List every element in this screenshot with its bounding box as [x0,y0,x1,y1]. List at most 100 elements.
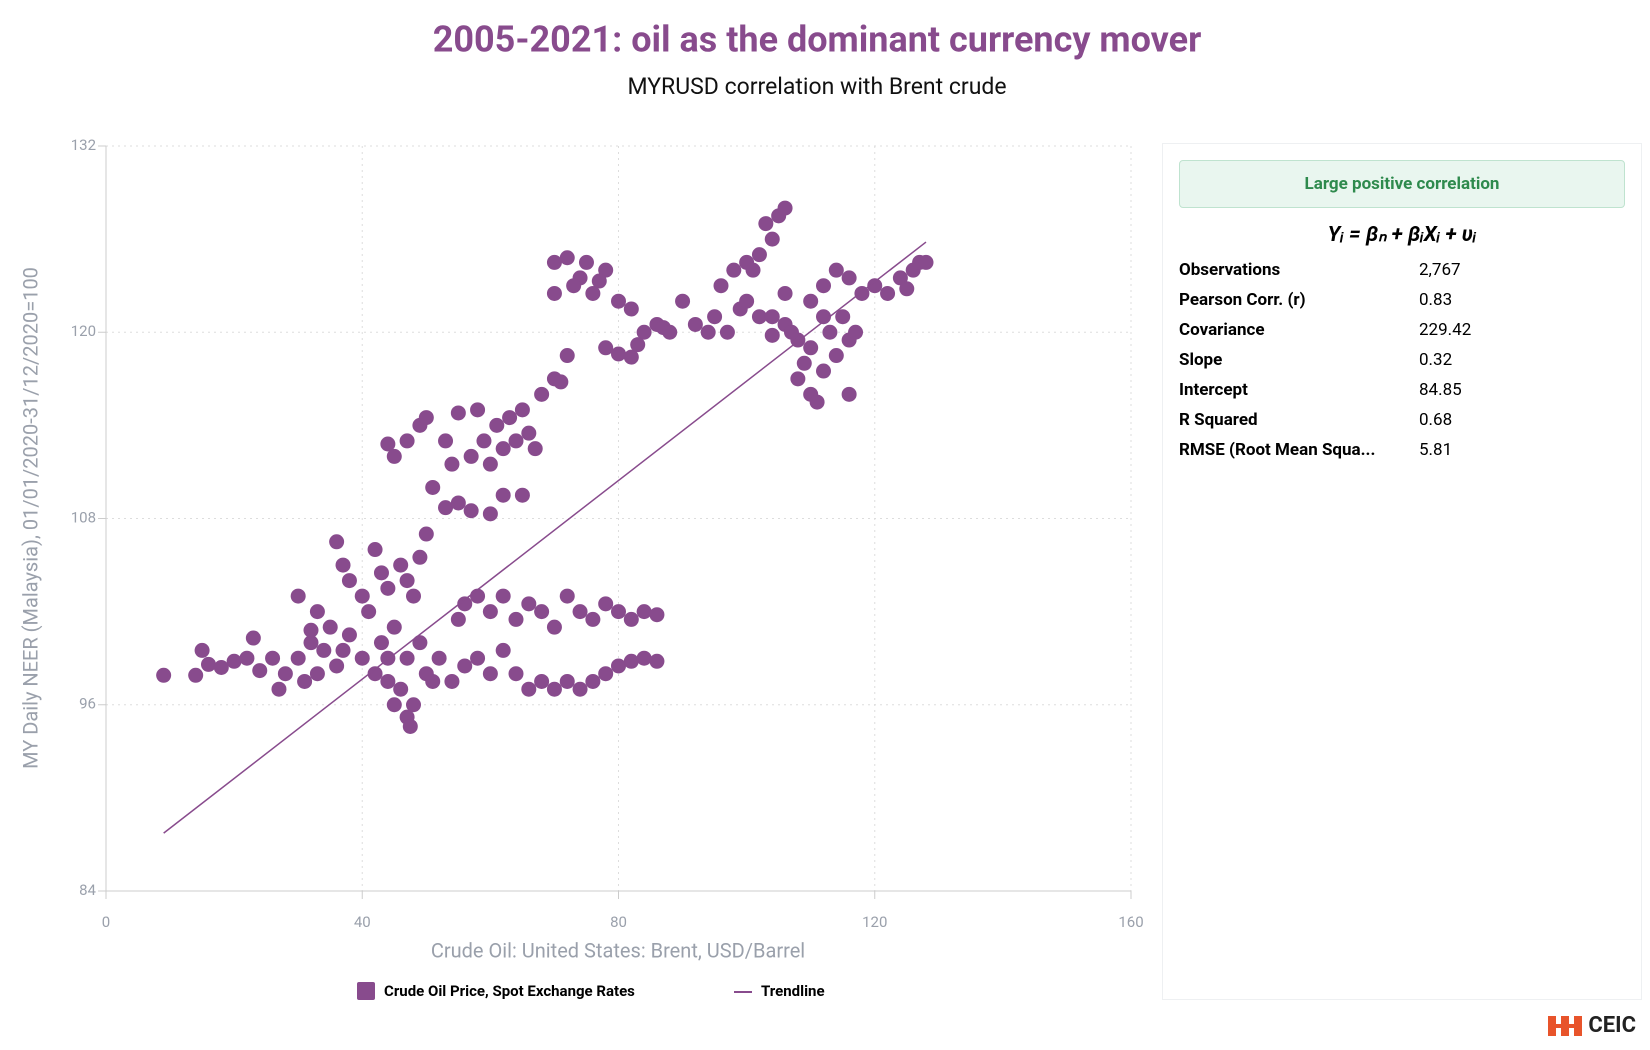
stat-row: Intercept 84.85 [1163,375,1641,405]
scatter-point [393,557,409,573]
scatter-point [406,588,421,604]
scatter-point [751,247,767,263]
chart-subtitle: MYRUSD correlation with Brent crude [627,73,1006,100]
scatter-point [764,231,780,247]
scatter-point [470,650,486,666]
y-tick-label: 96 [79,695,96,713]
x-tick-label: 80 [610,913,627,931]
scatter-point [450,611,466,627]
scatter-point [335,642,351,658]
scatter-point [495,588,511,604]
scatter-point [559,673,575,689]
scatter-point [495,487,511,503]
stat-value: 0.83 [1419,290,1453,310]
scatter-point [598,596,614,612]
scatter-point [841,270,857,286]
scatter-point [546,619,562,635]
y-tick-label: 108 [71,508,96,526]
scatter-point [764,309,780,325]
scatter-point [758,216,774,232]
scatter-point [438,433,454,449]
scatter-point [777,285,793,301]
stat-label: Intercept [1179,380,1248,400]
scatter-point [226,653,242,669]
trendline [163,241,927,834]
scatter-point [713,278,729,294]
scatter-point [790,371,806,387]
scatter-point [514,402,530,418]
scatter-point [213,660,229,675]
scatter-point [309,666,325,682]
scatter-point [508,666,524,682]
scatter-point [412,635,428,651]
stat-label: R Squared [1179,410,1258,430]
scatter-point [354,588,370,604]
scatter-point [463,503,479,519]
scatter-point [649,653,665,669]
scatter-point [201,656,216,672]
y-tick-label: 120 [71,322,96,340]
scatter-point [598,666,614,682]
scatter-point [367,666,383,682]
scatter-point [835,309,851,325]
scatter-point [303,622,319,638]
stat-label: Covariance [1179,320,1265,340]
scatter-point [880,285,896,301]
scatter-point [899,281,915,297]
scatter-point [508,433,524,449]
scatter-point [290,650,306,666]
logo-text: CEIC [1588,1013,1636,1038]
scatter-point [675,293,691,309]
stat-row: R Squared 0.68 [1163,405,1641,435]
scatter-point [482,604,498,620]
scatter-point [514,487,530,503]
scatter-point [495,441,511,457]
scatter-point [623,349,639,365]
scatter-point [553,374,569,390]
chart-title: 2005-2021: oil as the dominant currency … [433,19,1202,61]
scatter-point [803,293,819,309]
stat-value: 229.42 [1419,320,1472,340]
scatter-point [623,611,639,627]
scatter-point [559,250,575,266]
scatter-point [623,301,639,317]
legend-label: Trendline [761,982,825,1000]
x-tick-label: 0 [102,913,110,931]
stats-table: Observations 2,767 Pearson Corr. (r) 0.83 Co… [1163,255,1641,465]
stat-label: Slope [1179,350,1223,370]
scatter-point [559,348,575,364]
scatter-point [816,309,831,325]
scatter-point [546,285,562,301]
scatter-point [816,363,831,379]
scatter-point [822,324,838,340]
scatter-point [425,479,441,495]
scatter-point [239,650,255,666]
scatter-point [918,254,934,270]
scatter-point [848,324,864,340]
x-axis-label: Crude Oil: United States: Brent, USD/Bar… [431,938,805,962]
scatter-point [373,565,389,581]
scatter-point [329,658,345,674]
scatter-point [303,635,319,651]
scatter-point [892,270,908,286]
legend: Crude Oil Price, Spot Exchange Rates Tren… [357,982,825,1000]
scatter-point [809,394,825,410]
scatter-point [611,658,626,674]
scatter-point [534,673,550,689]
scatter-point [546,681,562,697]
stat-value: 0.32 [1419,350,1453,370]
scatter-point [297,673,313,689]
scatter-point [252,663,268,679]
scatter-point [277,666,293,682]
correlation-badge: Large positive correlation [1179,160,1625,208]
scatter-point [156,667,172,683]
scatter-point [412,549,428,565]
scatter-point [591,273,607,289]
scatter-point [623,653,639,669]
y-tick-label: 132 [71,136,96,154]
scatter-point [399,573,415,589]
scatter-point [463,448,479,464]
scatter-point [745,262,761,278]
scatter-point [521,596,537,612]
